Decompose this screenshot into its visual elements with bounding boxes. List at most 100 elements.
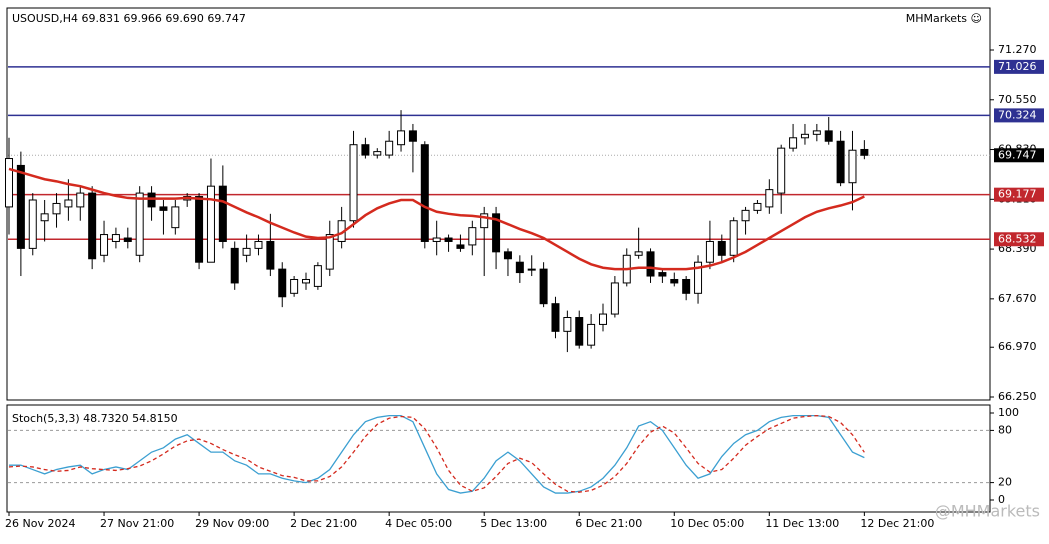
y-tick-label: 66.970: [998, 340, 1037, 353]
y-tick-label: 71.270: [998, 43, 1037, 56]
stoch-title: Stoch(5,3,3) 48.7320 54.8150: [12, 412, 178, 425]
candle-body: [385, 140, 394, 156]
level-label: 70.324: [998, 108, 1037, 121]
level-label-box: [994, 187, 1044, 202]
candle-body: [64, 199, 73, 208]
candle-body: [480, 213, 489, 229]
candle-body: [777, 147, 786, 194]
candle-body: [658, 272, 667, 277]
candle-body: [539, 268, 548, 305]
candle-body: [278, 268, 287, 298]
candle-body: [670, 278, 679, 284]
level-label-box: [994, 232, 1044, 247]
candle-body: [860, 148, 869, 156]
candle-body: [729, 220, 738, 256]
candle-body: [302, 278, 310, 284]
candle-body: [361, 144, 370, 156]
candle-body: [824, 130, 833, 142]
candle-body: [100, 234, 109, 256]
y-tick-label: 67.670: [998, 292, 1037, 305]
candle-body: [694, 261, 703, 294]
level-label-box: [994, 108, 1044, 123]
candle-body: [563, 317, 572, 332]
candle-body: [230, 247, 239, 284]
candle-body: [432, 237, 441, 242]
chart-title: USOUSD,H4 69.831 69.966 69.690 69.747: [12, 12, 246, 25]
x-tick-label: 11 Dec 13:00: [765, 517, 839, 530]
candle-body: [848, 149, 857, 184]
candle-body: [171, 206, 180, 229]
main-panel: [6, 7, 991, 401]
candle-body: [266, 240, 275, 270]
candle-body: [717, 240, 726, 256]
moving-average: [8, 167, 865, 271]
candle-body: [789, 137, 798, 149]
candle-body: [575, 317, 584, 346]
stoch-line: [8, 414, 865, 493]
candle-body: [587, 323, 596, 346]
candle-body: [76, 192, 85, 208]
candle-body: [290, 278, 299, 294]
candle-body: [349, 144, 358, 222]
x-tick-label: 29 Nov 09:00: [195, 517, 269, 530]
level-label: 69.177: [998, 188, 1037, 201]
candle-body: [218, 185, 227, 242]
candle-body: [444, 237, 453, 242]
candle-body: [836, 140, 845, 184]
x-tick-label: 26 Nov 2024: [5, 517, 75, 530]
y-tick-label: 20: [998, 476, 1012, 489]
y-tick-label: 66.250: [998, 390, 1037, 403]
current-price-box: [994, 148, 1044, 163]
level-label: 71.026: [998, 60, 1037, 73]
x-tick-label: 5 Dec 13:00: [480, 517, 547, 530]
candle-body: [800, 133, 809, 139]
candle-body: [242, 247, 251, 256]
candle-body: [741, 209, 750, 222]
candle-body: [40, 213, 49, 222]
y-tick-label: 100: [998, 406, 1019, 419]
x-tick-label: 6 Dec 21:00: [575, 517, 642, 530]
candle-body: [16, 164, 25, 249]
candle-body: [420, 144, 429, 242]
candle-body: [206, 185, 215, 263]
candle-body: [456, 244, 465, 249]
candle-body: [812, 130, 821, 135]
x-tick-label: 2 Dec 21:00: [290, 517, 357, 530]
candle-body: [111, 234, 120, 242]
candle-body: [705, 240, 714, 263]
candle-body: [599, 313, 607, 325]
candle-body: [492, 213, 501, 253]
candle-body: [5, 158, 13, 208]
candle-body: [254, 240, 263, 249]
candle-body: [135, 192, 144, 256]
x-tick-label: 27 Nov 21:00: [100, 517, 174, 530]
candle-body: [373, 151, 382, 156]
candle-body: [503, 251, 512, 260]
candle-body: [468, 227, 477, 246]
candle-body: [313, 265, 322, 287]
candle-body: [408, 130, 417, 142]
candle-body: [682, 278, 691, 294]
current-price-label: 69.747: [998, 148, 1037, 161]
brand: MHMarkets ☺: [906, 12, 982, 25]
candle-body: [397, 130, 406, 146]
candle-body: [52, 202, 61, 215]
candle-body: [610, 282, 619, 315]
y-tick-label: 70.550: [998, 93, 1037, 106]
candle-body: [195, 196, 204, 263]
candle-body: [147, 192, 156, 208]
level-label-box: [994, 59, 1044, 74]
x-tick-label: 4 Dec 05:00: [385, 517, 452, 530]
candle-body: [159, 206, 168, 211]
level-label: 68.532: [998, 232, 1037, 245]
candle-body: [123, 237, 132, 242]
y-tick-label: 80: [998, 423, 1012, 436]
candle-body: [515, 261, 524, 274]
candle-body: [325, 234, 334, 270]
x-tick-label: 10 Dec 05:00: [670, 517, 744, 530]
y-tick-label: 0: [998, 493, 1005, 506]
candle-body: [551, 303, 560, 332]
candle-body: [765, 189, 774, 208]
candle-body: [28, 199, 37, 249]
